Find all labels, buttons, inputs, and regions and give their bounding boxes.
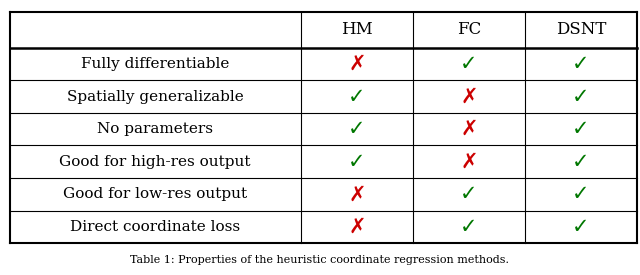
Text: ✗: ✗	[460, 87, 477, 106]
Text: ✓: ✓	[460, 185, 477, 204]
Text: Good for high-res output: Good for high-res output	[60, 155, 251, 169]
Text: ✓: ✓	[348, 119, 365, 139]
Text: No parameters: No parameters	[97, 122, 213, 136]
Text: ✓: ✓	[348, 152, 365, 172]
Text: DSNT: DSNT	[556, 21, 606, 38]
Text: ✓: ✓	[460, 54, 477, 74]
Text: ✓: ✓	[348, 87, 365, 106]
Text: HM: HM	[341, 21, 372, 38]
Text: Direct coordinate loss: Direct coordinate loss	[70, 220, 240, 234]
Text: ✓: ✓	[572, 87, 589, 106]
Text: ✓: ✓	[572, 152, 589, 172]
Text: ✓: ✓	[572, 185, 589, 204]
Text: Good for low-res output: Good for low-res output	[63, 188, 247, 201]
Text: Table 1: Properties of the heuristic coordinate regression methods.: Table 1: Properties of the heuristic coo…	[131, 255, 509, 265]
Text: ✓: ✓	[572, 217, 589, 237]
Text: Spatially generalizable: Spatially generalizable	[67, 90, 244, 103]
Text: ✓: ✓	[572, 119, 589, 139]
Text: ✗: ✗	[348, 54, 365, 74]
Text: FC: FC	[457, 21, 481, 38]
Text: ✓: ✓	[572, 54, 589, 74]
Text: ✗: ✗	[460, 152, 477, 172]
Text: ✓: ✓	[460, 217, 477, 237]
Text: Fully differentiable: Fully differentiable	[81, 57, 229, 71]
Text: ✗: ✗	[460, 119, 477, 139]
Text: ✗: ✗	[348, 185, 365, 204]
Text: ✗: ✗	[348, 217, 365, 237]
